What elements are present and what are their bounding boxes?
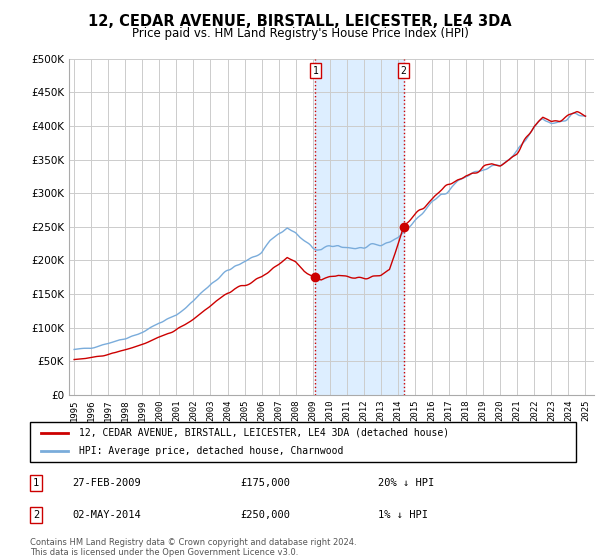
Text: £250,000: £250,000 <box>240 510 290 520</box>
Text: 2: 2 <box>401 66 407 76</box>
Text: £175,000: £175,000 <box>240 478 290 488</box>
Text: 12, CEDAR AVENUE, BIRSTALL, LEICESTER, LE4 3DA (detached house): 12, CEDAR AVENUE, BIRSTALL, LEICESTER, L… <box>79 428 449 437</box>
Text: Price paid vs. HM Land Registry's House Price Index (HPI): Price paid vs. HM Land Registry's House … <box>131 27 469 40</box>
Text: 27-FEB-2009: 27-FEB-2009 <box>72 478 141 488</box>
Text: 1% ↓ HPI: 1% ↓ HPI <box>378 510 428 520</box>
Text: Contains HM Land Registry data © Crown copyright and database right 2024.
This d: Contains HM Land Registry data © Crown c… <box>30 538 356 557</box>
Text: HPI: Average price, detached house, Charnwood: HPI: Average price, detached house, Char… <box>79 446 344 456</box>
Text: 02-MAY-2014: 02-MAY-2014 <box>72 510 141 520</box>
Text: 12, CEDAR AVENUE, BIRSTALL, LEICESTER, LE4 3DA: 12, CEDAR AVENUE, BIRSTALL, LEICESTER, L… <box>88 14 512 29</box>
Text: 1: 1 <box>313 66 318 76</box>
FancyBboxPatch shape <box>30 422 576 462</box>
Text: 2: 2 <box>33 510 39 520</box>
Text: 20% ↓ HPI: 20% ↓ HPI <box>378 478 434 488</box>
Text: 1: 1 <box>33 478 39 488</box>
Bar <box>316 59 404 395</box>
